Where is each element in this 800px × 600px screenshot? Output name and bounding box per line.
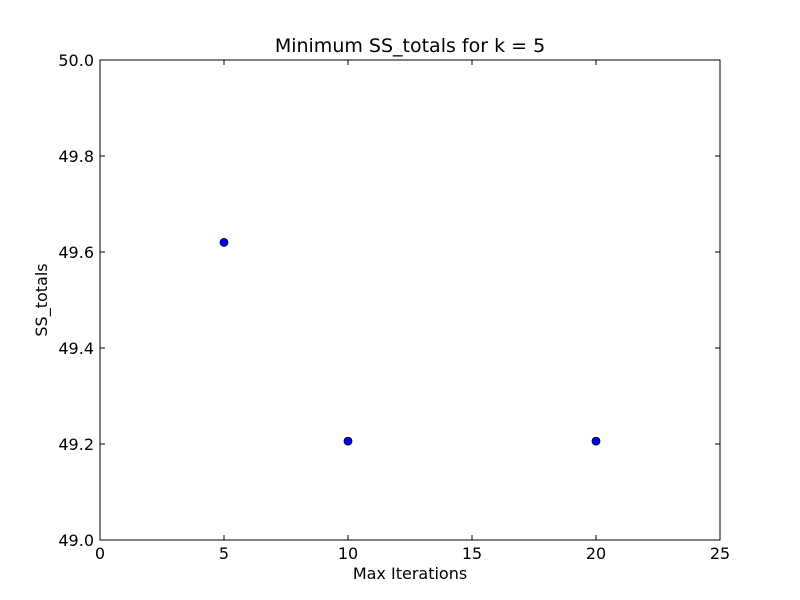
chart-title: Minimum SS_totals for k = 5 bbox=[275, 35, 545, 57]
y-tick-label: 49.2 bbox=[58, 435, 94, 454]
y-tick-labels: 49.0 49.2 49.4 49.6 49.8 50.0 bbox=[58, 51, 94, 550]
x-tick-label: 0 bbox=[95, 544, 105, 563]
plot-frame bbox=[99, 59, 721, 541]
x-axis-title: Max Iterations bbox=[353, 564, 467, 583]
y-tick-label: 49.8 bbox=[58, 147, 94, 166]
y-tick-label: 49.6 bbox=[58, 243, 94, 262]
y-tick-label: 49.4 bbox=[58, 339, 94, 358]
x-tick-label: 25 bbox=[710, 544, 730, 563]
plot-area bbox=[100, 60, 720, 540]
data-points bbox=[219, 237, 601, 446]
data-point bbox=[219, 237, 229, 247]
y-tick-label: 50.0 bbox=[58, 51, 94, 70]
x-tick-labels: 0 5 10 15 20 25 bbox=[95, 544, 730, 563]
y-tick-label: 49.0 bbox=[58, 531, 94, 550]
data-point bbox=[343, 436, 353, 446]
x-tick-label: 15 bbox=[462, 544, 482, 563]
x-tick-label: 20 bbox=[586, 544, 606, 563]
x-tick-label: 5 bbox=[219, 544, 229, 563]
x-tick-label: 10 bbox=[338, 544, 358, 563]
y-axis-title: SS_totals bbox=[32, 263, 52, 336]
data-point bbox=[591, 436, 601, 446]
